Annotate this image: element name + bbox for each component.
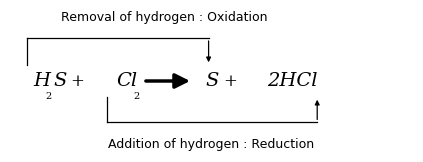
Text: 2: 2 (46, 92, 52, 101)
Text: H: H (33, 72, 50, 90)
Text: Cl: Cl (116, 72, 137, 90)
Text: 2: 2 (134, 92, 140, 101)
Text: +: + (70, 73, 84, 89)
Text: Addition of hydrogen : Reduction: Addition of hydrogen : Reduction (108, 138, 315, 151)
Text: S: S (205, 72, 219, 90)
Text: S: S (53, 72, 66, 90)
Text: 2HCl: 2HCl (267, 72, 318, 90)
Text: Removal of hydrogen : Oxidation: Removal of hydrogen : Oxidation (60, 11, 267, 24)
Text: +: + (223, 73, 237, 89)
